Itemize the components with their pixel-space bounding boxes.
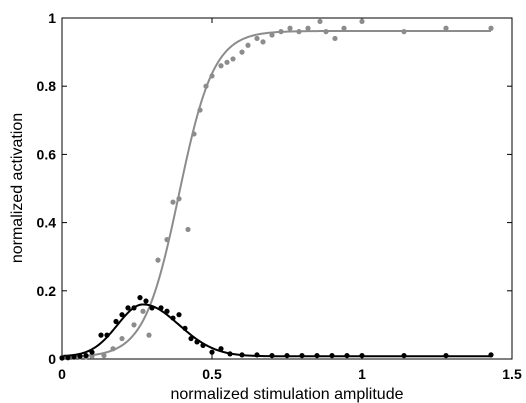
data-point-series-1 bbox=[218, 63, 224, 69]
plot-area bbox=[61, 17, 513, 360]
data-point-series-2 bbox=[218, 346, 224, 352]
data-point-series-2 bbox=[488, 352, 494, 358]
data-point-series-1 bbox=[170, 199, 176, 205]
data-point-series-1 bbox=[401, 29, 407, 35]
data-point-series-2 bbox=[104, 332, 110, 338]
data-point-series-2 bbox=[176, 312, 182, 318]
data-point-series-2 bbox=[254, 352, 260, 358]
data-point-series-2 bbox=[77, 353, 83, 359]
data-point-series-1 bbox=[317, 18, 323, 25]
x-tick-label: 0 bbox=[58, 366, 66, 382]
data-point-series-2 bbox=[344, 352, 350, 359]
data-point-series-2 bbox=[113, 318, 119, 325]
data-point-series-1 bbox=[110, 346, 116, 352]
data-point-series-2 bbox=[239, 352, 245, 358]
data-point-series-2 bbox=[59, 355, 65, 361]
data-point-series-1 bbox=[323, 29, 329, 35]
data-point-series-2 bbox=[401, 352, 407, 359]
data-point-series-1 bbox=[101, 352, 107, 359]
data-point-series-1 bbox=[245, 42, 251, 48]
fit-curve-series-1 bbox=[61, 29, 491, 358]
y-tick-label: 0.8 bbox=[37, 78, 57, 94]
data-point-series-1 bbox=[278, 29, 284, 35]
data-point-series-1 bbox=[140, 308, 146, 314]
data-point-series-2 bbox=[188, 335, 194, 342]
data-point-series-1 bbox=[131, 322, 137, 328]
data-point-series-1 bbox=[254, 35, 260, 42]
data-point-series-1 bbox=[209, 73, 215, 79]
data-point-series-2 bbox=[200, 342, 206, 348]
data-point-series-1 bbox=[341, 25, 347, 31]
data-point-series-1 bbox=[443, 25, 449, 31]
data-point-series-2 bbox=[164, 308, 170, 314]
data-point-series-2 bbox=[299, 352, 305, 359]
y-tick-label: 0.2 bbox=[37, 283, 57, 299]
data-point-series-1 bbox=[164, 237, 170, 243]
tick-labels: 0 0.5 1 1.5 0 0.2 0.4 0.6 0.8 1 bbox=[37, 10, 522, 382]
data-point-series-1 bbox=[197, 107, 203, 113]
data-point-series-1 bbox=[155, 257, 161, 263]
data-point-series-1 bbox=[305, 25, 311, 31]
data-point-series-1 bbox=[332, 35, 338, 42]
data-point-series-2 bbox=[443, 352, 449, 359]
x-tick-label: 1 bbox=[358, 366, 366, 382]
data-point-series-1 bbox=[239, 49, 245, 55]
x-axis-label: normalized stimulation amplitude bbox=[171, 386, 404, 403]
data-point-series-2 bbox=[359, 352, 365, 359]
data-point-series-2 bbox=[137, 295, 143, 301]
data-point-series-2 bbox=[209, 349, 215, 355]
data-point-series-2 bbox=[158, 305, 164, 311]
data-point-series-1 bbox=[185, 226, 191, 233]
data-point-series-2 bbox=[65, 355, 71, 361]
data-point-series-2 bbox=[83, 352, 89, 359]
y-tick-label: 1 bbox=[48, 10, 56, 26]
data-point-series-1 bbox=[119, 335, 125, 342]
data-point-series-2 bbox=[143, 298, 149, 304]
data-point-series-1 bbox=[359, 18, 365, 25]
data-point-series-2 bbox=[98, 332, 104, 338]
data-point-series-2 bbox=[89, 349, 95, 355]
data-point-series-1 bbox=[191, 131, 197, 137]
data-point-series-2 bbox=[284, 352, 290, 359]
data-point-series-1 bbox=[176, 196, 182, 202]
x-tick-label: 1.5 bbox=[502, 366, 522, 382]
data-point-series-1 bbox=[203, 83, 209, 89]
data-point-series-2 bbox=[329, 352, 335, 359]
data-point-series-2 bbox=[170, 315, 176, 321]
data-point-series-2 bbox=[149, 305, 155, 311]
data-points bbox=[59, 18, 494, 361]
data-point-series-1 bbox=[260, 39, 266, 45]
data-point-series-1 bbox=[488, 25, 494, 31]
data-point-series-1 bbox=[287, 25, 293, 31]
data-point-series-2 bbox=[125, 305, 131, 311]
data-point-series-1 bbox=[269, 32, 275, 38]
x-tick-label: 0.5 bbox=[202, 366, 222, 382]
data-point-series-2 bbox=[269, 352, 275, 359]
data-point-series-2 bbox=[314, 352, 320, 359]
data-point-series-2 bbox=[131, 305, 137, 311]
data-point-series-1 bbox=[224, 59, 230, 65]
data-point-series-1 bbox=[230, 56, 236, 62]
data-point-series-1 bbox=[296, 29, 302, 35]
data-point-series-2 bbox=[194, 339, 200, 345]
y-axis-label: normalized activation bbox=[9, 113, 26, 263]
y-tick-label: 0.6 bbox=[37, 146, 57, 162]
data-point-series-1 bbox=[89, 353, 95, 359]
data-point-series-2 bbox=[119, 312, 125, 318]
data-point-series-2 bbox=[71, 354, 77, 360]
data-point-series-1 bbox=[146, 332, 152, 338]
y-tick-label: 0.4 bbox=[37, 215, 57, 231]
data-point-series-2 bbox=[227, 351, 233, 357]
data-point-series-2 bbox=[182, 325, 188, 331]
y-tick-label: 0 bbox=[48, 351, 56, 367]
